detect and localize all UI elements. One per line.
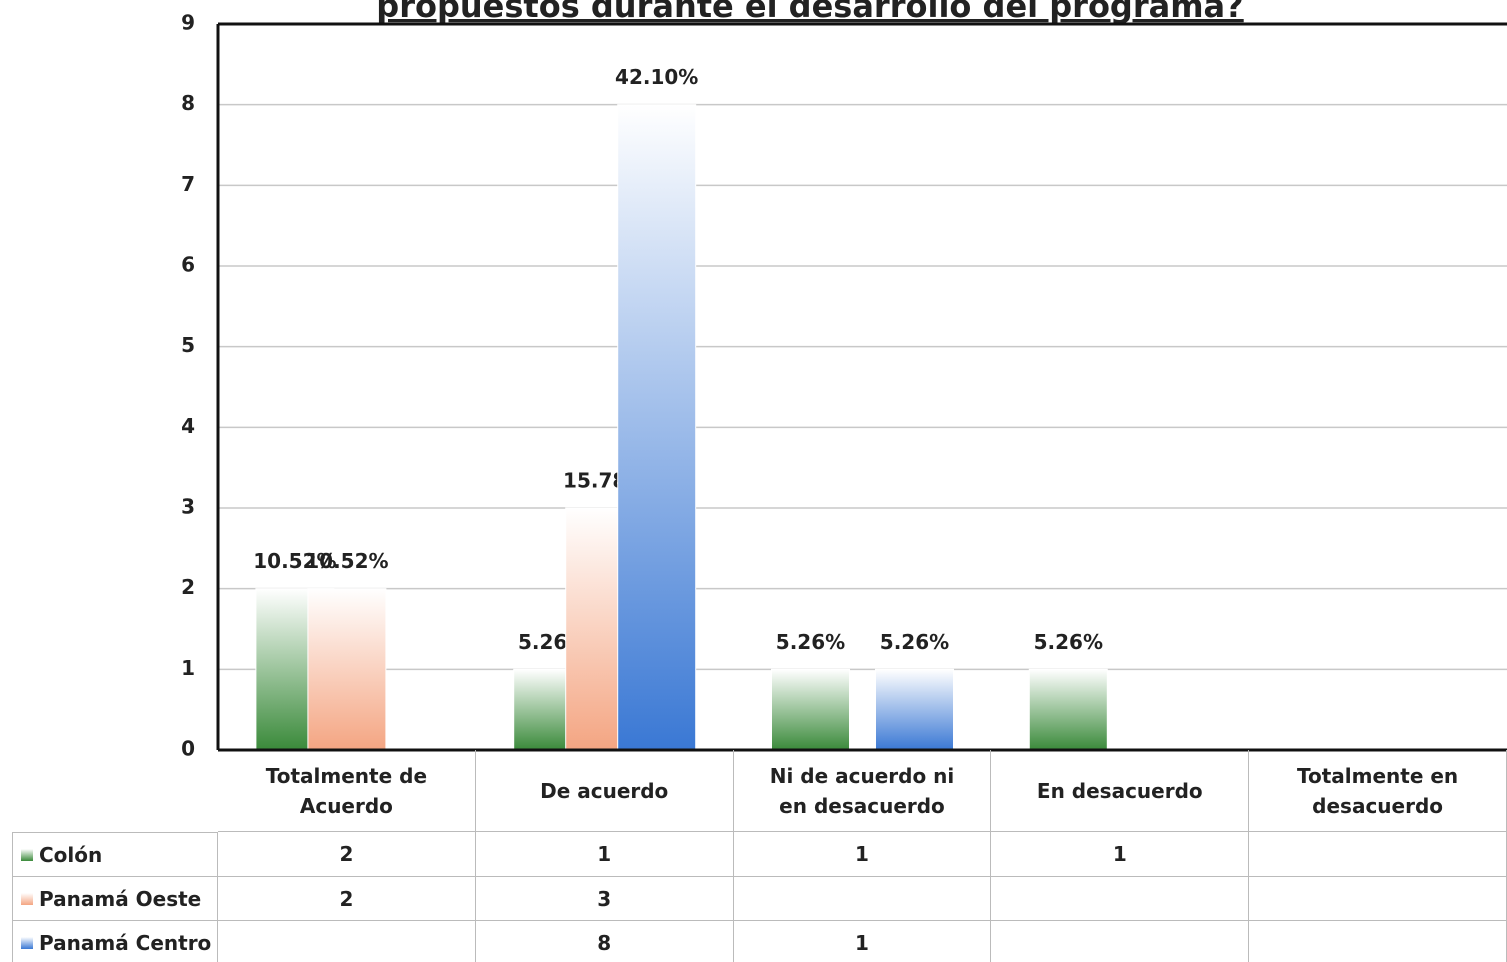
legend-entry: Colón (12, 832, 218, 877)
legend-entry: Panamá Oeste (12, 877, 218, 921)
y-tick-label: 7 (181, 172, 195, 196)
table-header: En desacuerdo (991, 750, 1250, 832)
table-header: De acuerdo (475, 750, 734, 832)
bar (307, 588, 387, 751)
y-tick-label: 0 (181, 737, 195, 761)
legend-label: Colón (39, 842, 103, 867)
table-header: Ni de acuerdo ni en desacuerdo (733, 750, 992, 832)
y-tick-label: 6 (181, 253, 195, 277)
legend-swatch (21, 848, 33, 861)
y-tick-label: 1 (181, 656, 195, 680)
table-cell (991, 877, 1250, 921)
data-label: 10.52% (253, 549, 336, 573)
table-cell: 8 (476, 921, 734, 962)
table-cell: 1 (991, 832, 1250, 877)
table-cell (1249, 832, 1507, 877)
data-label: 42.10% (615, 65, 698, 89)
table-cell: 1 (733, 832, 992, 877)
data-label: 10.52% (305, 549, 388, 573)
table-cell: 2 (218, 832, 476, 877)
bar (617, 104, 697, 751)
data-label: 5.26% (880, 630, 949, 654)
legend-swatch (21, 936, 33, 949)
table-cell: 1 (475, 832, 734, 877)
bar (771, 668, 850, 751)
legend-swatch (21, 892, 33, 905)
table-cell: 2 (218, 877, 476, 921)
table-cell (1249, 921, 1507, 962)
table-cell (218, 921, 476, 962)
table-header: Totalmente de Acuerdo (218, 750, 476, 832)
legend-label: Panamá Oeste (39, 886, 202, 911)
legend-label: Panamá Centro (39, 930, 212, 955)
data-label: 5.26% (1034, 630, 1103, 654)
y-tick-label: 5 (181, 333, 195, 357)
chart-title: propuestos durante el desarrollo del pro… (376, 0, 1243, 25)
table-cell (991, 921, 1250, 962)
y-tick-label: 8 (181, 91, 195, 115)
bar (1028, 668, 1108, 751)
y-tick-label: 3 (181, 495, 195, 519)
table-cell (733, 877, 992, 921)
table-cell (1249, 877, 1507, 921)
bar (875, 668, 954, 751)
legend-entry: Panamá Centro (12, 921, 218, 962)
y-tick-label: 4 (181, 414, 195, 438)
table-cell: 3 (475, 877, 734, 921)
y-tick-label: 2 (181, 575, 195, 599)
data-label: 5.26% (776, 630, 845, 654)
table-header: Totalmente en desacuerdo (1249, 750, 1507, 832)
table-cell: 1 (734, 921, 992, 962)
y-tick-label: 9 (181, 11, 195, 35)
